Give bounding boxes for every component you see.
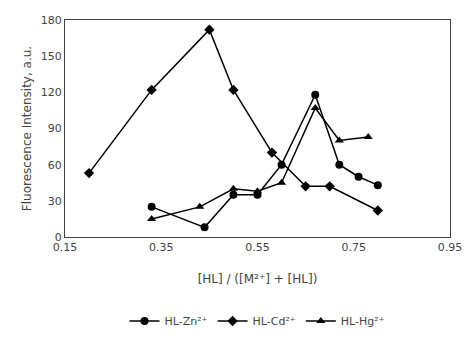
svg-text:150: 150	[41, 50, 62, 63]
svg-text:90: 90	[48, 122, 62, 135]
svg-text:Fluorescence Intensity, a.u.: Fluorescence Intensity, a.u.	[20, 46, 34, 211]
svg-text:HL-Zn²⁺: HL-Zn²⁺	[165, 315, 208, 328]
svg-text:[HL] / ([M²⁺] + [HL]): [HL] / ([M²⁺] + [HL])	[198, 272, 318, 286]
svg-text:30: 30	[48, 195, 62, 208]
svg-text:HL-Hg²⁺: HL-Hg²⁺	[341, 315, 385, 328]
svg-text:0.75: 0.75	[342, 241, 367, 254]
svg-text:0.15: 0.15	[53, 241, 78, 254]
svg-text:180: 180	[41, 14, 62, 27]
svg-text:0.35: 0.35	[149, 241, 174, 254]
svg-text:0.95: 0.95	[438, 241, 463, 254]
svg-text:HL-Cd²⁺: HL-Cd²⁺	[253, 315, 296, 328]
svg-text:0.55: 0.55	[245, 241, 270, 254]
svg-text:120: 120	[41, 86, 62, 99]
svg-text:0: 0	[55, 231, 62, 244]
svg-text:60: 60	[48, 159, 62, 172]
